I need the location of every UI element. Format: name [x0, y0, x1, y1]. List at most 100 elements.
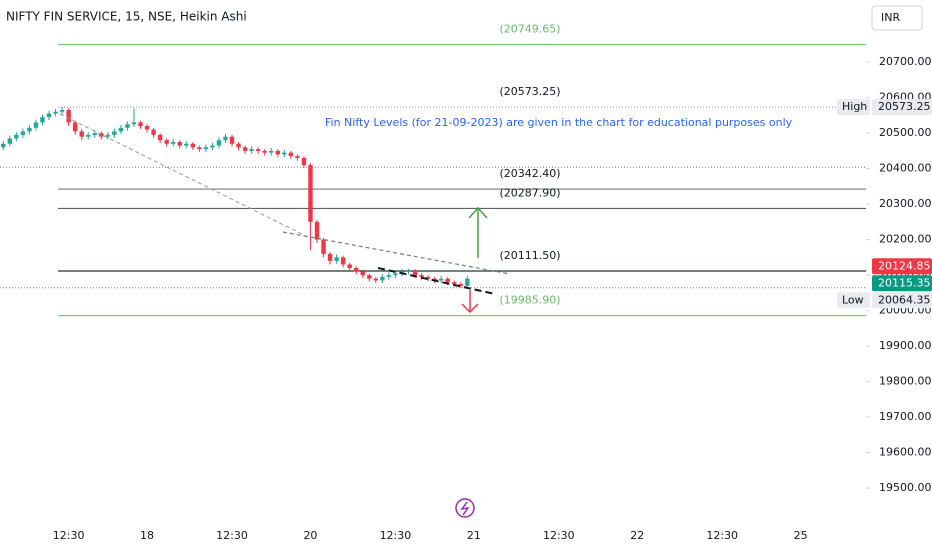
candle-body: [360, 271, 365, 276]
candle-body: [465, 278, 470, 286]
price-badge: [872, 292, 932, 309]
level-label: (20749.65): [499, 22, 560, 35]
level-label: (20342.40): [499, 167, 560, 180]
candle-body: [72, 122, 78, 132]
y-tick-label: 20200.00: [879, 233, 932, 246]
candle-body: [46, 113, 52, 118]
y-tick-label: 19500.00: [879, 481, 932, 494]
candle-body: [308, 165, 313, 222]
candle-body: [86, 134, 91, 137]
level-label: (20287.90): [499, 186, 560, 199]
level-label: (20111.50): [499, 249, 560, 262]
x-tick-label: 12:30: [53, 529, 85, 542]
candle-body: [393, 273, 398, 276]
x-tick-label: 12:30: [380, 529, 412, 542]
price-badge-label: 20064.35: [878, 293, 931, 306]
up-arrow: [468, 206, 488, 258]
candle-body: [386, 275, 392, 277]
candle-body: [229, 136, 235, 144]
y-tick-label: 20500.00: [879, 126, 932, 139]
candle-body: [203, 147, 209, 150]
candle-body: [59, 110, 65, 112]
candle-body: [1, 143, 6, 148]
x-tick-label: 21: [467, 529, 481, 542]
price-badge: [872, 275, 932, 292]
price-badge: [872, 99, 932, 116]
candle-body: [118, 127, 124, 132]
candle-body: [275, 150, 280, 155]
trendline: [377, 267, 496, 295]
trendline: [282, 231, 511, 275]
candle-body: [354, 268, 359, 272]
candle-body: [419, 275, 424, 277]
candle-body: [190, 143, 196, 148]
candle-body: [112, 131, 117, 135]
x-tick-label: 12:30: [706, 529, 738, 542]
x-tick-label: 20: [303, 529, 317, 542]
candle-body: [151, 129, 156, 135]
candle-body: [412, 270, 418, 276]
candle-body: [406, 270, 411, 272]
candle-body: [288, 152, 294, 157]
candle-body: [92, 133, 97, 135]
candle-body: [236, 143, 241, 148]
candle-body: [301, 157, 307, 166]
candle-body: [99, 133, 104, 137]
candles: [1, 107, 470, 288]
price-badge-label: 20573.25: [878, 100, 931, 113]
currency-box[interactable]: [871, 5, 923, 31]
price-badge-label: 20124.85: [878, 259, 931, 272]
trendline: [59, 113, 311, 239]
badge-tag-label: High: [842, 100, 867, 113]
candle-body: [20, 131, 26, 135]
candle-body: [373, 278, 379, 281]
badge-tag-label: Low: [842, 293, 864, 306]
candle-body: [367, 275, 372, 279]
y-tick-label: 20700.00: [879, 55, 932, 68]
candle-body: [452, 282, 457, 284]
candle-body: [144, 126, 150, 130]
candle-body: [255, 149, 261, 151]
x-tick-label: 18: [140, 529, 154, 542]
currency[interactable]: INR: [881, 11, 900, 24]
candle-body: [105, 134, 111, 137]
x-tick-label: 12:30: [543, 529, 575, 542]
y-tick-label: 20300.00: [879, 197, 932, 210]
candle-body: [40, 117, 45, 123]
candle-body: [125, 124, 130, 128]
y-tick-label: 19800.00: [879, 375, 932, 388]
events-icon[interactable]: [455, 498, 475, 518]
candle-body: [157, 134, 163, 141]
candle-body: [295, 156, 300, 158]
candle-body: [314, 221, 320, 240]
price-badge-label: 20115.35: [878, 276, 931, 289]
x-tick-label: 25: [794, 529, 808, 542]
level-label: (19985.90): [499, 294, 560, 307]
candle-body: [458, 283, 463, 286]
candle-body: [327, 253, 333, 261]
candle-body: [262, 150, 267, 153]
badge-tag: [837, 99, 870, 116]
candle-body: [249, 149, 254, 151]
candle-body: [216, 140, 222, 146]
price-axis: 20700.0020600.0020500.0020400.0020300.00…: [53, 55, 932, 542]
candle-body: [7, 138, 13, 144]
candle-body: [340, 257, 346, 265]
candle-body: [197, 147, 202, 150]
candle-body: [210, 145, 215, 148]
badge-tag: [837, 292, 870, 309]
candle-body: [445, 278, 450, 283]
down-arrow: [461, 290, 479, 314]
candle-body: [27, 127, 32, 132]
candle-body: [334, 257, 339, 261]
x-tick-label: 22: [630, 529, 644, 542]
candle-body: [438, 278, 444, 281]
candle-body: [321, 239, 326, 254]
y-tick-label: 19900.00: [879, 339, 932, 352]
levels: (20749.65) (20573.25) (20342.40) (20287.90)…: [0, 22, 866, 317]
candle-body: [33, 122, 39, 128]
candle-body: [269, 150, 274, 153]
candle-body: [79, 131, 84, 137]
